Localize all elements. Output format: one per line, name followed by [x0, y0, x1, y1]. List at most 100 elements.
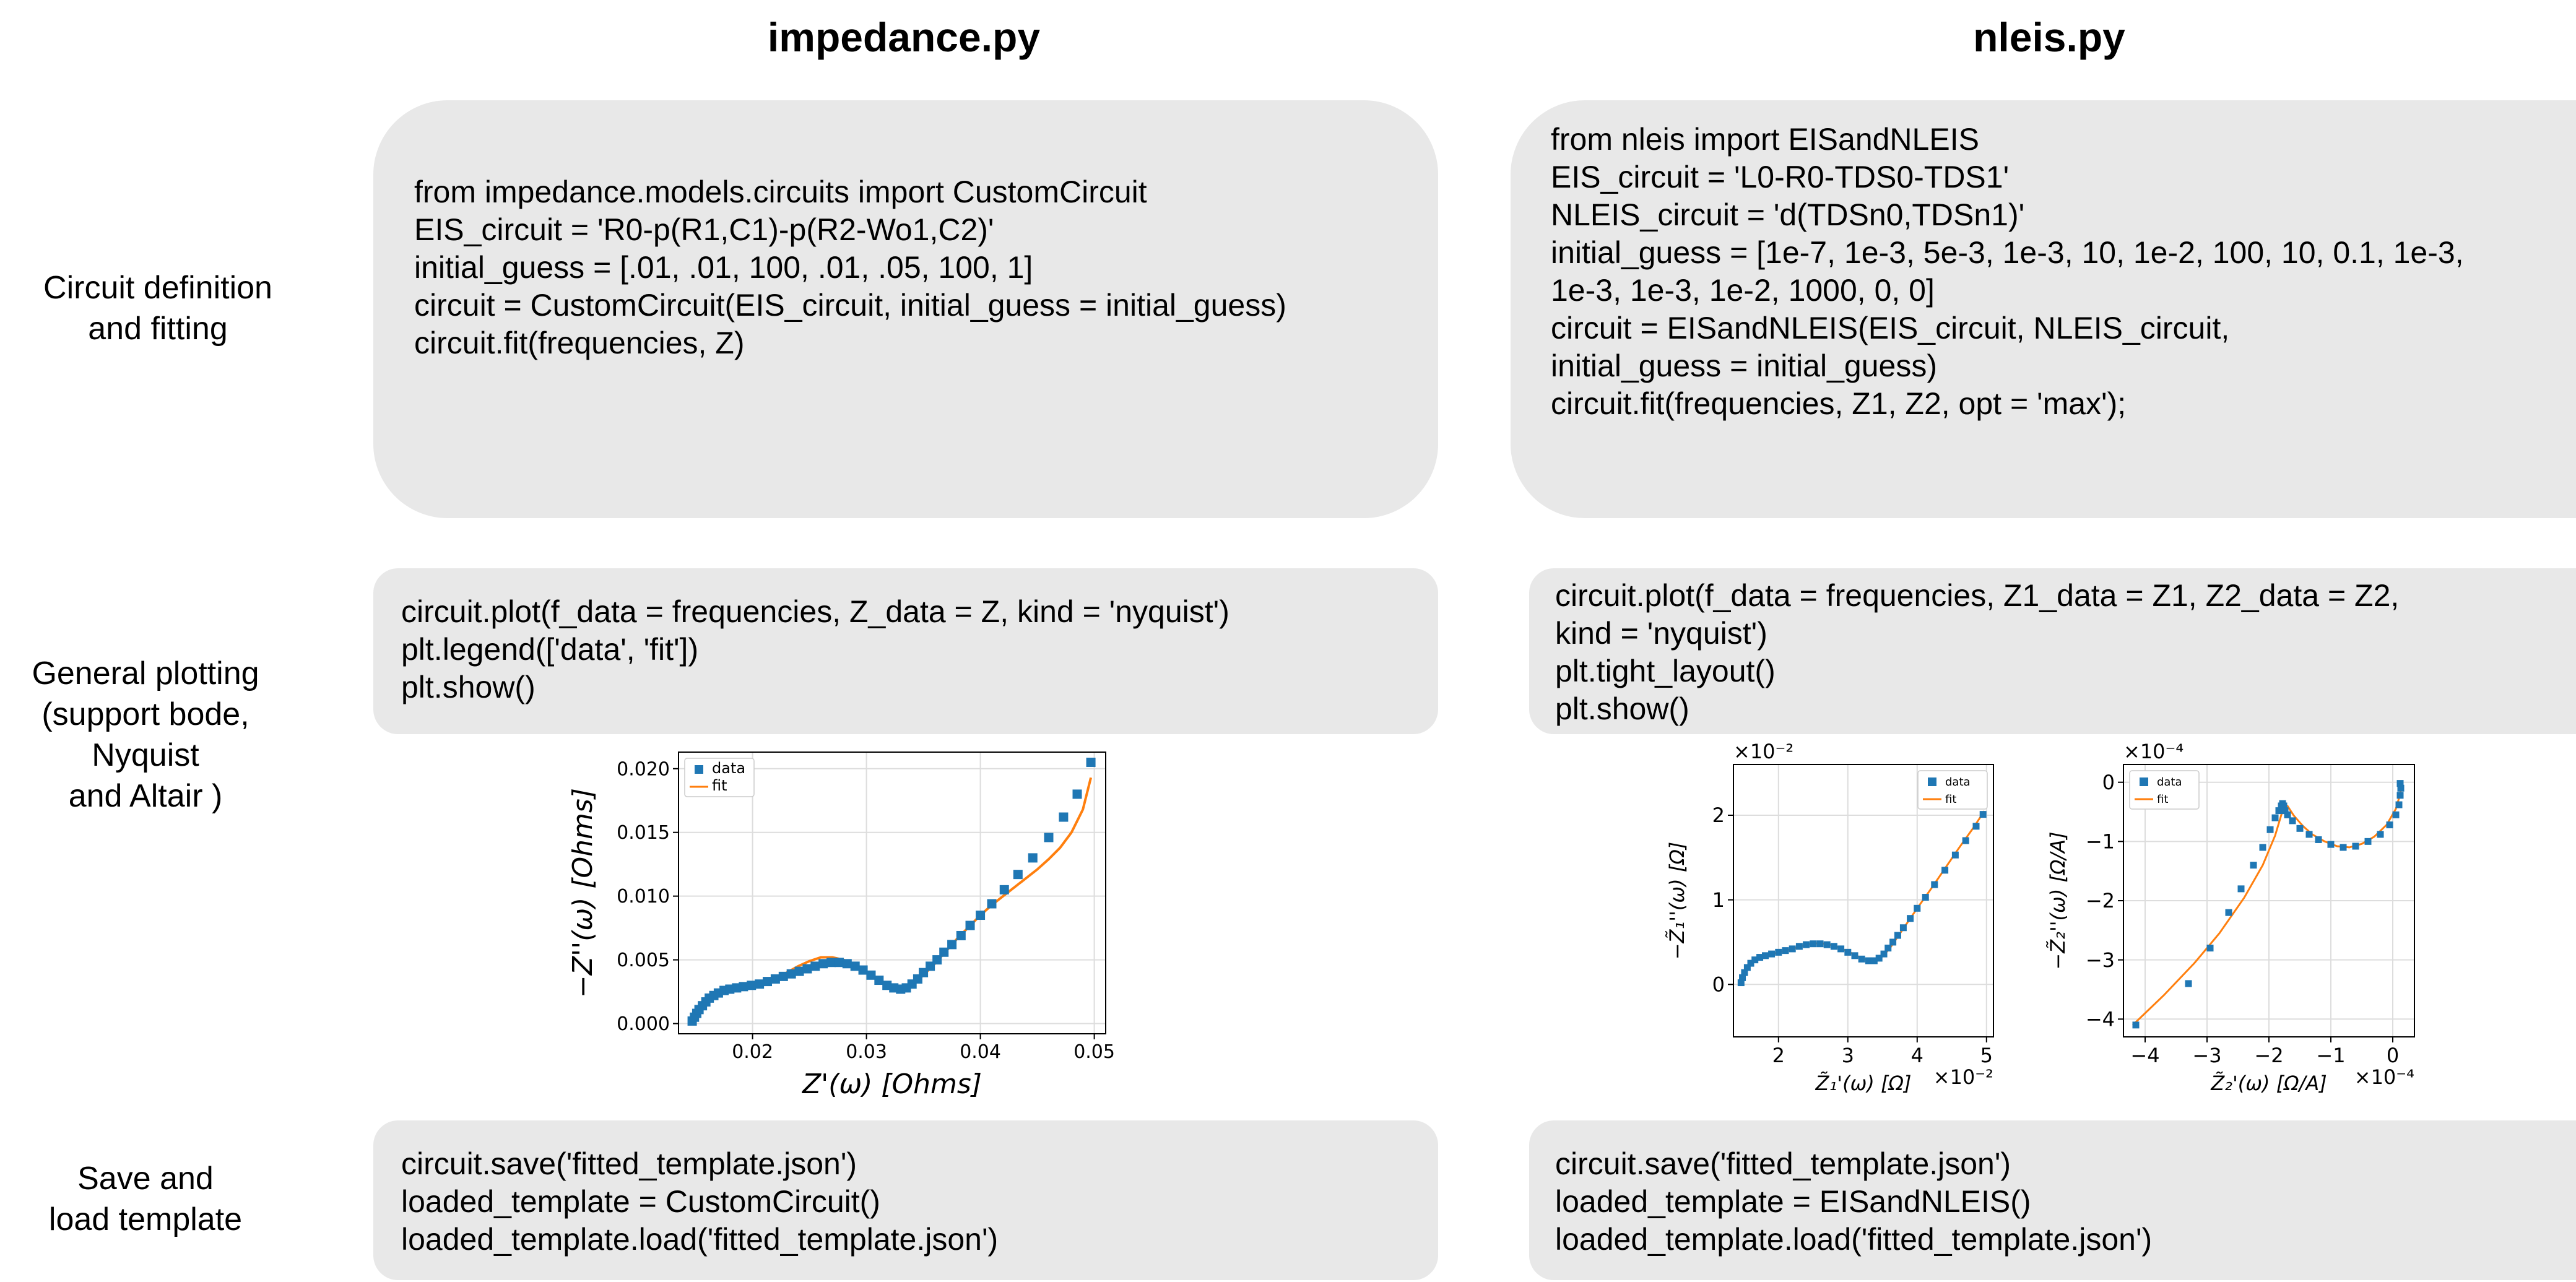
data-point — [1851, 952, 1858, 959]
x-tick-label: 0 — [2387, 1044, 2399, 1067]
x-tick-label: 3 — [1842, 1044, 1854, 1067]
y-axis-label: −Z̃₁''(ω) [Ω] — [1665, 842, 1689, 960]
code-line: EIS_circuit = 'R0-p(R1,C1)-p(R2-Wo1,C2)' — [414, 212, 994, 247]
data-point — [2396, 792, 2404, 799]
data-point — [2305, 831, 2313, 838]
x-tick-label: −1 — [2316, 1044, 2345, 1067]
code-line: circuit.save('fitted_template.json') — [1555, 1146, 2011, 1181]
data-point — [1875, 955, 1883, 962]
data-point — [2280, 802, 2288, 810]
data-point — [1059, 812, 1069, 822]
y-tick-label: 0.005 — [617, 950, 670, 971]
code-line: initial_guess = [.01, .01, 100, .01, .05… — [414, 250, 1033, 285]
data-point — [834, 958, 844, 968]
data-point — [1739, 974, 1746, 981]
data-point — [2250, 862, 2257, 869]
data-point — [999, 885, 1009, 894]
data-point — [1858, 955, 1865, 963]
x-axis-label: Z̃₁'(ω) [Ω] — [1815, 1072, 1912, 1095]
data-point — [1756, 954, 1764, 961]
y-tick-label: 0.000 — [617, 1013, 670, 1035]
code-line: NLEIS_circuit = 'd(TDSn0,TDSn1)' — [1551, 197, 2025, 232]
x-tick-label: 0.02 — [732, 1041, 773, 1063]
data-point — [1086, 757, 1096, 767]
code-line: initial_guess = initial_guess) — [1551, 349, 1937, 383]
x-tick-label: 5 — [1980, 1044, 1993, 1067]
right-plot-code-box: circuit.plot(f_data = frequencies, Z1_da… — [1529, 568, 2576, 734]
y-tick-label: 2 — [1712, 803, 1725, 827]
y-tick-label: −2 — [2086, 889, 2115, 912]
data-point — [1782, 947, 1789, 955]
data-point — [747, 981, 757, 990]
data-point — [1741, 969, 1748, 976]
x-tick-label: −3 — [2192, 1044, 2221, 1067]
data-point — [1865, 957, 1872, 964]
nleis-z1-chart: 2 3 4 5 0 1 2 Z̃₁'(ω) [Ω] −Z̃₁''(ω) [Ω] ×10⁻² ×10⁻… — [1665, 740, 1994, 1095]
data-point — [802, 964, 812, 974]
data-point — [1951, 851, 1959, 859]
y-tick-label: 0.010 — [617, 886, 670, 907]
data-point — [1979, 811, 1987, 818]
x-axis-multiplier: ×10⁻⁴ — [2354, 1065, 2414, 1089]
x-tick-label: 4 — [1911, 1044, 1923, 1067]
code-line: circuit.fit(frequencies, Z) — [414, 326, 745, 360]
data-point — [2275, 807, 2283, 815]
data-point — [1028, 853, 1038, 863]
x-tick-label: −4 — [2130, 1044, 2159, 1067]
code-line: EIS_circuit = 'L0-R0-TDS0-TDS1' — [1551, 160, 2010, 194]
data-point — [1743, 964, 1751, 971]
y-axis-multiplier: ×10⁻² — [1733, 740, 1793, 763]
right-fit-code-box: from nleis import EISandNLEIS EIS_circui… — [1511, 100, 2576, 518]
data-point — [1762, 952, 1769, 959]
x-axis-label: Z̃₂'(ω) [Ω/A] — [2210, 1072, 2327, 1095]
data-point — [2397, 784, 2405, 792]
data-point — [1810, 940, 1817, 948]
data-point — [1816, 940, 1824, 948]
y-tick-label: 0 — [2102, 771, 2115, 794]
row-label-fitting: Circuit definition and fitting — [43, 270, 272, 347]
data-point — [874, 976, 884, 985]
legend-fit-label: fit — [1945, 793, 1956, 806]
code-line: circuit.save('fitted_template.json') — [401, 1146, 857, 1181]
data-point — [2185, 980, 2192, 987]
data-point — [1737, 979, 1745, 987]
nleis-z2-chart: −4 −3 −2 −1 0 0 −1 −2 −3 −4 Z̃₂'(ω) [Ω/A] −Z̃₂''(ω)… — [2046, 740, 2415, 1095]
data-point — [866, 970, 876, 980]
data-point — [2364, 838, 2372, 845]
code-line: circuit.plot(f_data = frequencies, Z_dat… — [401, 594, 1229, 629]
data-point — [2327, 841, 2335, 848]
data-point — [850, 961, 860, 971]
data-point — [1941, 867, 1949, 874]
x-tick-label: 0.04 — [960, 1041, 1001, 1063]
y-tick-label: 1 — [1712, 888, 1725, 912]
y-tick-label: −1 — [2086, 830, 2115, 854]
data-point — [2281, 807, 2289, 815]
legend-data-marker — [695, 765, 703, 774]
y-tick-label: 0.015 — [617, 822, 670, 844]
x-axis-label: Z'(ω) [Ohms] — [802, 1068, 982, 1100]
data-point — [2396, 780, 2404, 787]
code-line: loaded_template = CustomCircuit() — [401, 1184, 880, 1219]
data-point — [2296, 825, 2304, 832]
data-point — [2284, 811, 2291, 818]
code-line: circuit.plot(f_data = frequencies, Z1_da… — [1555, 578, 2400, 613]
data-point — [1768, 950, 1776, 958]
code-line: circuit = EISandNLEIS(EIS_circuit, NLEIS… — [1551, 311, 2230, 345]
data-point — [1803, 941, 1810, 948]
code-line: circuit = CustomCircuit(EIS_circuit, ini… — [414, 288, 1286, 323]
data-point — [755, 979, 765, 989]
x-tick-label: 0.03 — [846, 1041, 887, 1063]
code-line: loaded_template.load('fitted_template.js… — [1555, 1222, 2153, 1257]
code-line: loaded_template.load('fitted_template.js… — [401, 1222, 999, 1257]
data-point — [1013, 870, 1023, 880]
data-point — [1899, 924, 1907, 932]
data-point — [1922, 894, 1929, 901]
data-point — [956, 930, 966, 940]
legend-data-label: data — [2157, 776, 2182, 789]
data-point — [2206, 945, 2214, 952]
data-point — [1972, 823, 1980, 830]
legend-data-label: data — [1945, 776, 1971, 789]
data-point — [2259, 844, 2266, 851]
data-point — [1837, 945, 1845, 953]
data-point — [1823, 941, 1831, 948]
